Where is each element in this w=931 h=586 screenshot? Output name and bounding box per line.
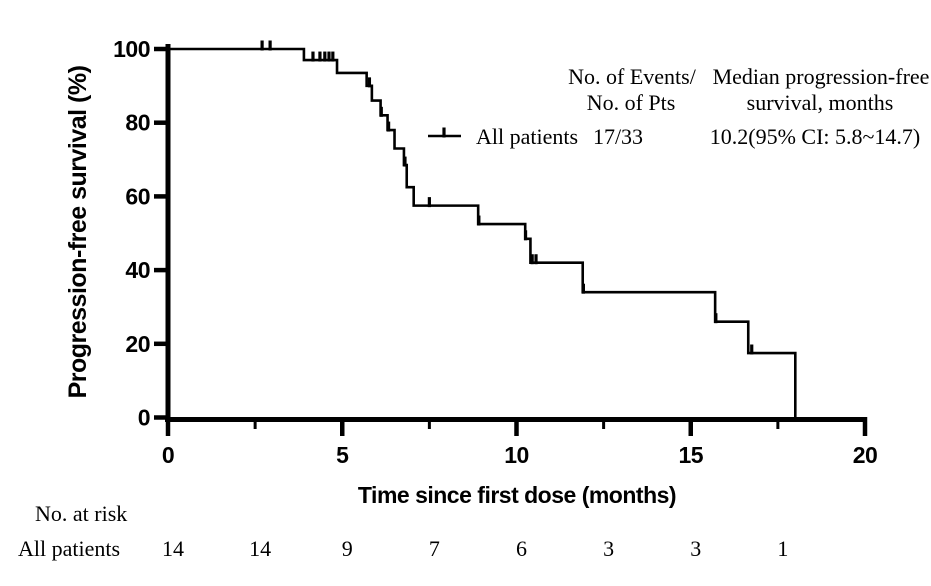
risk-count-17.5: 1	[777, 536, 788, 561]
risk-table: No. at risk All patients	[18, 501, 127, 561]
x-axis-title: Time since first dose (months)	[358, 482, 676, 508]
km-curve-all-patients	[168, 47, 797, 418]
legend-events-value: 17/33	[593, 124, 643, 149]
y-tick-label-40: 40	[125, 257, 150, 283]
x-tick-label-20: 20	[853, 442, 878, 468]
legend-events-header-line1: No. of Events/	[568, 64, 697, 89]
y-tick-label-100: 100	[113, 36, 150, 62]
x-tick-label-15: 15	[678, 442, 703, 468]
risk-count-5: 9	[342, 536, 353, 561]
risk-count-0: 14	[162, 536, 184, 561]
x-tick-label-0: 0	[162, 442, 174, 468]
y-tick-label-60: 60	[125, 183, 150, 209]
risk-table-row-label: All patients	[18, 536, 120, 561]
y-tick-label-0: 0	[138, 405, 150, 431]
risk-count-2.5: 14	[249, 536, 271, 561]
risk-count-12.5: 3	[603, 536, 614, 561]
y-tick-label-80: 80	[125, 110, 150, 136]
risk-count-7.5: 7	[429, 536, 440, 561]
y-axis-title: Progression-free survival (%)	[64, 65, 92, 398]
risk-table-caption: No. at risk	[35, 501, 127, 526]
x-tick-label-5: 5	[336, 442, 349, 468]
y-tick-label-20: 20	[125, 331, 150, 357]
x-tick-label-10: 10	[504, 442, 529, 468]
legend: No. of Events/ No. of Pts Median progres…	[428, 64, 929, 149]
legend-events-header-line2: No. of Pts	[587, 90, 676, 115]
risk-count-10: 6	[516, 536, 527, 561]
legend-series-label: All patients	[476, 124, 578, 149]
generated-chart-elements: 0 20 40 60 80 100 0 5 10 15 20 14 14 9 7 6 3 3 1	[113, 36, 878, 561]
legend-median-header-line1: Median progression-free	[713, 64, 930, 89]
legend-median-header-line2: survival, months	[747, 90, 894, 115]
legend-median-value: 10.2(95% CI: 5.8~14.7)	[710, 124, 921, 149]
risk-count-15: 3	[690, 536, 701, 561]
